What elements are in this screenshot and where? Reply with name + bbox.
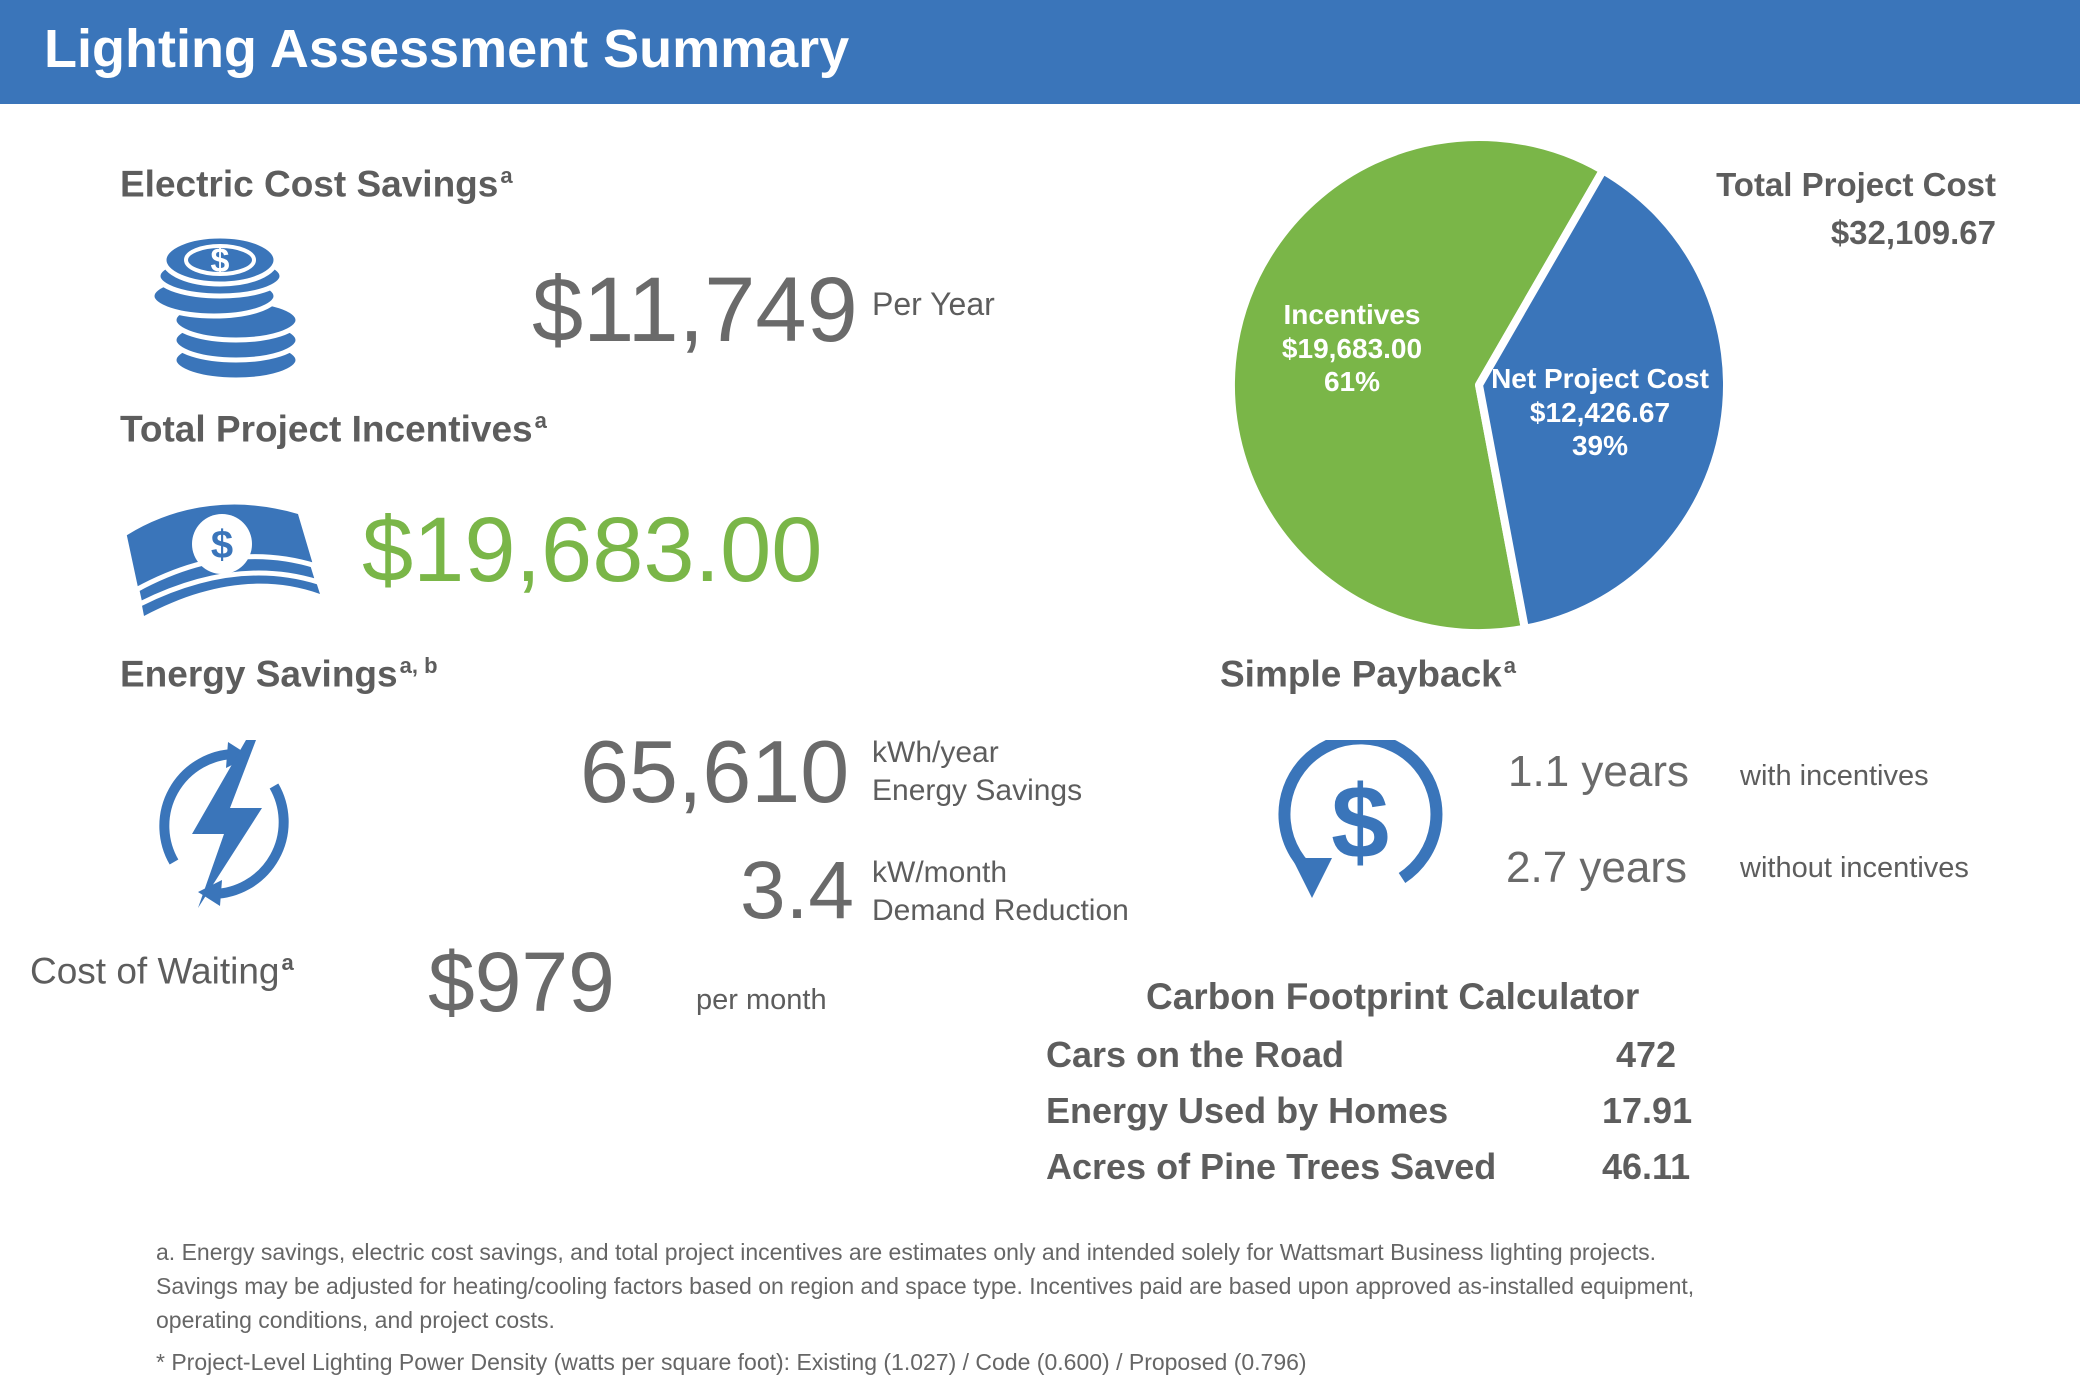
kwh-label: Energy Savings [872,774,1083,807]
pie-label-net-cost-percent: 39% [1571,430,1629,462]
pie-label-incentives-percent: 61% [1323,366,1381,398]
simple-payback-title: Simple Paybacka [1220,653,1516,695]
footnote-lpd: * Project-Level Lighting Power Density (… [156,1349,1307,1375]
pie-chart-svg [1227,133,1731,637]
header-bar [0,0,2080,104]
pie-label-incentives: Incentives $19,683.00 61% [1262,298,1442,399]
total-project-cost-value: $32,109.67 [1830,214,1996,251]
carbon-row-label: Cars on the Road [1046,1034,1345,1075]
carbon-calculator-title: Carbon Footprint Calculator [1146,976,1640,1017]
carbon-row-value: 46.11 [1602,1146,1691,1187]
kwh-unit: kWh/year [872,736,999,769]
lightning-icon [138,738,310,910]
electric-savings-title: Electric Cost Savingsa [120,163,513,205]
incentives-value: $19,683.00 [362,499,823,601]
pie-slice-incentives [1227,133,1607,637]
page-title: Lighting Assessment Summary [44,19,850,79]
kw-label: Demand Reduction [872,894,1129,927]
carbon-row-label: Acres of Pine Trees Saved [1046,1146,1497,1187]
svg-text:$: $ [211,523,233,567]
footnote-a-line1: a. Energy savings, electric cost savings… [156,1239,1656,1265]
svg-text:$: $ [1331,765,1389,881]
simple-payback-footnote: a [1503,653,1517,678]
cost-of-waiting-title: Cost of Waitinga [30,950,294,992]
payback-with-label: with incentives [1740,760,1929,792]
footnote-a-line3: operating conditions, and project costs. [156,1307,555,1333]
cost-of-waiting-value: $979 [428,935,615,1029]
incentives-title-text: Total Project Incentives [120,408,533,450]
footnote-a-line2: Savings may be adjusted for heating/cool… [156,1273,1695,1299]
energy-savings-title: Energy Savingsa, b [120,653,438,695]
carbon-row-value: 472 [1616,1034,1677,1075]
kw-unit: kW/month [872,856,1008,889]
cost-of-waiting-footnote: a [281,950,294,975]
carbon-row-value: 17.91 [1602,1090,1693,1131]
carbon-row-label: Energy Used by Homes [1046,1090,1449,1131]
coins-icon: $ [138,232,310,392]
energy-savings-footnote: a, b [399,653,438,678]
total-project-cost-label: Total Project Cost [1716,166,1996,203]
kw-value: 3.4 [740,845,854,936]
payback-without-label: without incentives [1740,852,1969,884]
pie-label-net-cost: Net Project Cost $12,426.67 39% [1480,362,1720,463]
incentives-footnote: a [534,408,547,433]
electric-savings-footnote: a [500,163,513,188]
pie-label-incentives-name: Incentives [1283,299,1421,330]
money-icon: $ [121,494,324,634]
electric-savings-title-text: Electric Cost Savings [120,163,499,205]
cost-of-waiting-unit: per month [696,984,827,1016]
payback-with-value: 1.1 years [1508,747,1689,796]
pie-chart [1224,130,1734,640]
cost-of-waiting-title-text: Cost of Waiting [30,950,280,992]
incentives-title: Total Project Incentivesa [120,408,547,450]
energy-savings-title-text: Energy Savings [120,653,398,695]
electric-savings-value: $11,749 [532,259,858,361]
pie-label-net-cost-name: Net Project Cost [1491,363,1709,394]
electric-savings-unit: Per Year [872,286,995,322]
pie-label-incentives-value: $19,683.00 [1281,332,1423,364]
pie-label-net-cost-value: $12,426.67 [1529,396,1671,428]
simple-payback-title-text: Simple Payback [1220,653,1502,695]
payback-without-value: 2.7 years [1506,843,1687,892]
pie-slice-net-cost [1475,166,1731,633]
kwh-value: 65,610 [580,722,850,821]
svg-text:$: $ [211,242,230,280]
dollar-cycle-icon: $ [1270,732,1450,910]
